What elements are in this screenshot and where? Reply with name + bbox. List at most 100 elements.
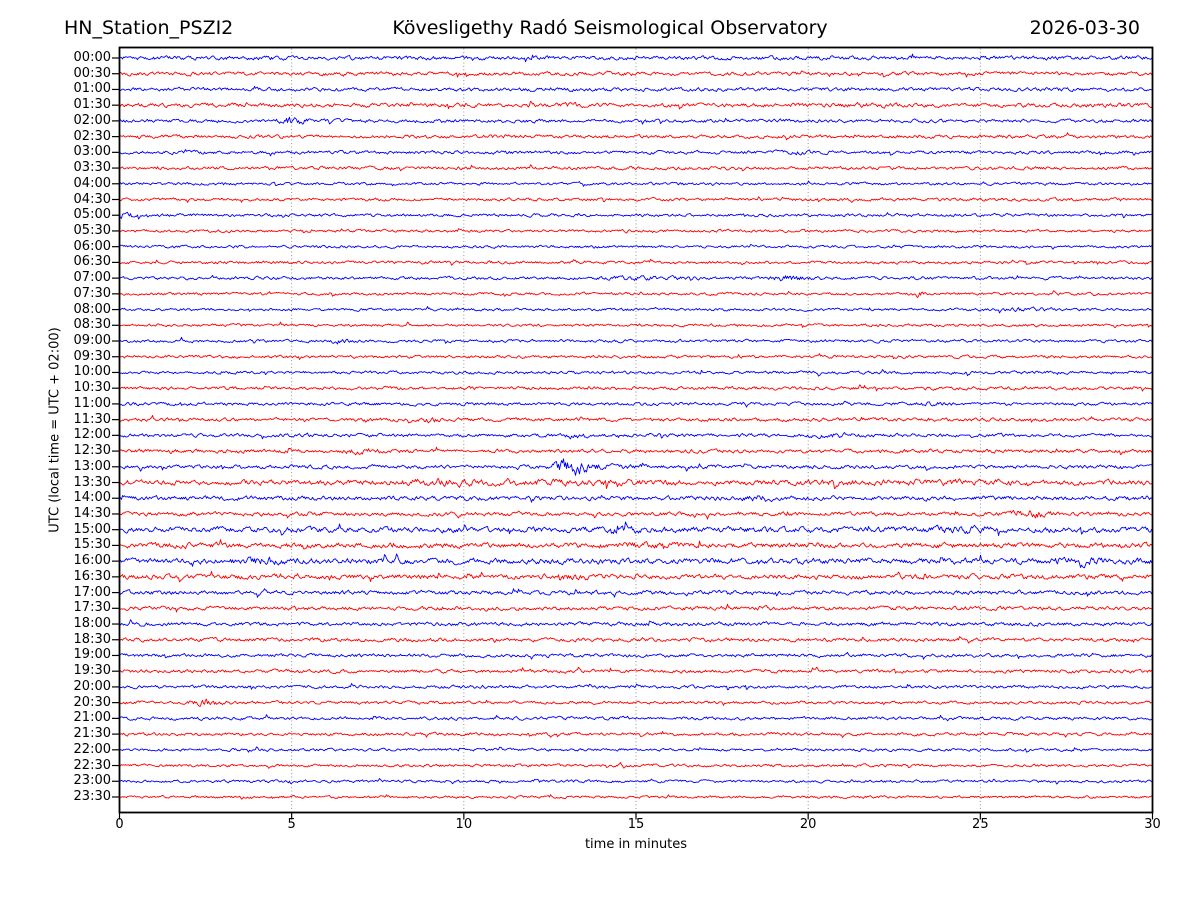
y-tick-label-0730: 07:30 [73,285,111,301]
y-tick-label-1230: 12:30 [73,443,111,459]
x-tick-label-0: 0 [115,817,124,832]
y-tick-label-1400: 14:00 [73,490,111,506]
y-tick-label-0200: 02:00 [73,112,111,128]
x-tick-label-20: 20 [799,817,817,832]
y-tick-label-1430: 14:30 [73,505,111,521]
y-tick-label-0230: 02:30 [73,128,111,144]
seismogram-trace-0430 [119,196,1153,203]
seismogram-trace-2100 [119,714,1153,722]
seismogram-trace-2300 [119,778,1153,785]
y-tick-label-1100: 11:00 [73,395,111,411]
seismogram-trace-2000 [119,683,1153,691]
seismogram-trace-1530 [119,539,1153,550]
y-tick-label-0630: 06:30 [73,254,111,270]
seismogram-trace-0230 [119,132,1153,141]
seismogram-trace-1800 [119,619,1153,627]
x-tick-label-10: 10 [455,817,473,832]
seismogram-trace-1700 [119,588,1153,598]
seismogram-trace-1430 [119,509,1153,520]
y-tick-label-0300: 03:00 [73,144,111,160]
seismogram-trace-1200 [119,432,1153,440]
seismogram-trace-0200 [119,116,1153,125]
y-tick-label-1530: 15:30 [73,537,111,553]
y-tick-label-1500: 15:00 [73,521,111,537]
y-tick-label-1930: 19:30 [73,663,111,679]
y-tick-label-0530: 05:30 [73,222,111,238]
y-tick-label-1200: 12:00 [73,427,111,443]
seismogram-trace-1000 [119,369,1153,377]
y-tick-label-1830: 18:30 [73,631,111,647]
seismogram-trace-1230 [119,446,1153,456]
y-tick-label-0430: 04:30 [73,191,111,207]
seismogram-trace-0600 [119,244,1153,250]
y-tick-label-2200: 22:00 [73,741,111,757]
y-tick-label-0500: 05:00 [73,207,111,223]
seismogram-trace-1300 [119,458,1153,476]
seismogram-trace-1130 [119,414,1153,424]
seismogram-trace-2130 [119,731,1153,738]
seismogram-trace-0330 [119,164,1153,172]
y-tick-label-0030: 00:30 [73,65,111,81]
y-tick-label-1900: 19:00 [73,647,111,663]
y-tick-label-0400: 04:00 [73,175,111,191]
y-tick-label-1000: 10:00 [73,364,111,380]
date-title: 2026-03-30 [1029,17,1140,39]
seismogram-trace-1100 [119,400,1153,408]
y-tick-label-0930: 09:30 [73,348,111,364]
x-tick-label-25: 25 [972,817,989,832]
y-tick-label-0900: 09:00 [73,333,111,348]
seismogram-trace-2330 [119,794,1153,800]
y-tick-label-2030: 20:30 [73,694,111,710]
x-axis-label: time in minutes [584,837,688,852]
seismogram-trace-0530 [119,228,1153,234]
seismogram-trace-1030 [119,384,1153,392]
observatory-title: Kövesligethy Radó Seismological Observat… [392,17,828,39]
seismogram-trace-2200 [119,746,1153,753]
y-tick-label-2330: 23:30 [73,788,111,804]
y-tick-label-2230: 22:30 [73,757,111,773]
seismogram-trace-0000 [119,53,1153,63]
seismogram-trace-0800 [119,306,1153,314]
seismogram-trace-0130 [119,100,1153,110]
y-tick-label-0100: 01:00 [73,81,111,97]
seismogram-trace-0930 [119,353,1153,360]
seismogram-trace-0830 [119,321,1153,328]
y-tick-label-1700: 17:00 [73,584,111,600]
seismogram-trace-1600 [119,553,1153,569]
seismogram-trace-1630 [119,571,1153,583]
seismogram-trace-0730 [119,290,1153,299]
y-tick-label-2300: 23:00 [73,773,111,789]
y-tick-label-1030: 10:30 [73,380,111,396]
seismogram-trace-1930 [119,666,1153,675]
y-tick-label-1300: 13:00 [73,458,111,474]
y-tick-label-2100: 21:00 [73,710,111,726]
x-tick-label-5: 5 [287,817,296,832]
seismogram-trace-1900 [119,651,1153,660]
y-tick-label-0330: 03:30 [73,160,111,176]
seismogram-trace-0500 [119,211,1153,220]
seismogram-trace-0900 [119,336,1153,345]
seismogram-trace-0400 [119,180,1153,187]
y-tick-label-0000: 00:00 [73,50,111,65]
y-tick-label-1800: 18:00 [73,616,111,632]
y-tick-label-1730: 17:30 [73,600,111,616]
y-tick-label-1630: 16:30 [73,568,111,584]
seismogram-trace-0300 [119,149,1153,157]
y-tick-label-1600: 16:00 [73,553,111,569]
seismogram-trace-0030 [119,70,1153,78]
seismogram-trace-1400 [119,494,1153,503]
seismogram-trace-0100 [119,85,1153,93]
y-tick-label-2000: 20:00 [73,678,111,694]
seismogram-trace-1730 [119,603,1153,613]
seismogram-trace-0700 [119,274,1153,282]
seismogram-trace-2230 [119,762,1153,769]
y-tick-label-2130: 21:30 [73,726,111,742]
y-tick-label-0830: 08:30 [73,317,111,333]
seismogram-trace-1330 [119,477,1153,489]
y-tick-label-0700: 07:00 [73,270,111,286]
seismogram-trace-0630 [119,258,1153,266]
x-tick-label-30: 30 [1144,817,1161,832]
y-tick-label-1130: 11:30 [73,411,111,427]
y-tick-label-0130: 01:30 [73,97,111,113]
